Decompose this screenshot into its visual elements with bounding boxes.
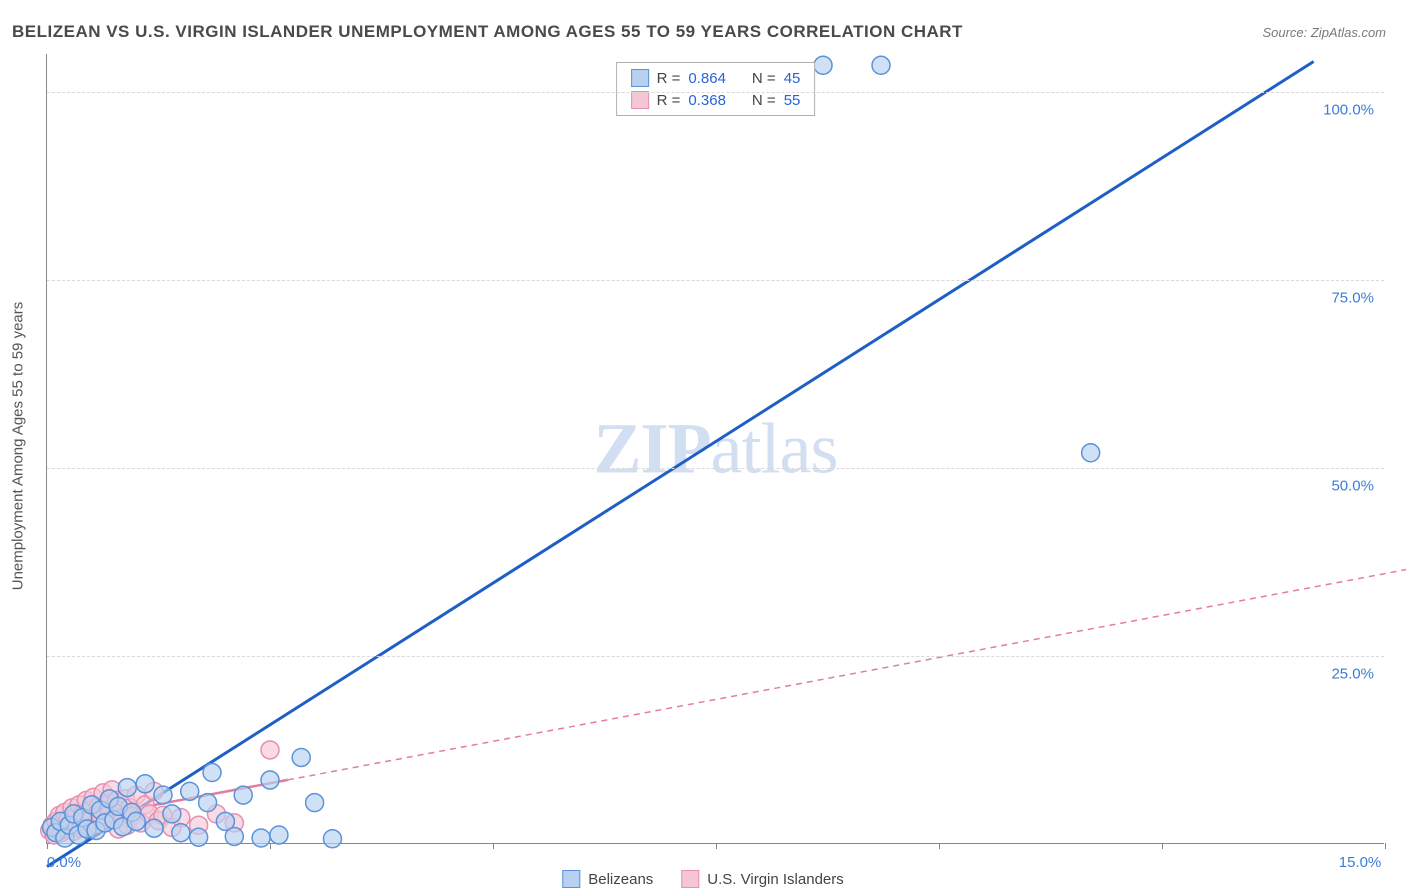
stats-n-label: N = — [752, 70, 776, 87]
x-tick — [493, 843, 494, 849]
y-tick-label: 75.0% — [1331, 289, 1374, 306]
legend-bottom: Belizeans U.S. Virgin Islanders — [562, 870, 844, 888]
source-attribution: Source: ZipAtlas.com — [1262, 25, 1386, 40]
x-tick — [716, 843, 717, 849]
y-axis-label: Unemployment Among Ages 55 to 59 years — [10, 302, 27, 591]
legend-swatch — [562, 870, 580, 888]
stats-swatch — [631, 91, 649, 109]
legend-item: Belizeans — [562, 870, 653, 888]
gridline-h — [47, 92, 1384, 93]
stats-r-value: 0.368 — [688, 92, 726, 109]
y-tick-label: 25.0% — [1331, 665, 1374, 682]
legend-label: U.S. Virgin Islanders — [707, 871, 843, 888]
y-tick-label: 100.0% — [1323, 101, 1374, 118]
gridline-h — [47, 468, 1384, 469]
stats-r-label: R = — [657, 92, 681, 109]
stats-r-value: 0.864 — [688, 70, 726, 87]
gridline-h — [47, 280, 1384, 281]
chart-title: BELIZEAN VS U.S. VIRGIN ISLANDER UNEMPLO… — [12, 22, 963, 42]
stats-swatch — [631, 69, 649, 87]
stats-n-value: 55 — [784, 92, 801, 109]
legend-swatch — [681, 870, 699, 888]
stats-row: R = 0.864 N = 45 — [617, 67, 815, 89]
x-tick — [1162, 843, 1163, 849]
chart-svg — [47, 54, 1384, 843]
stats-n-label: N = — [752, 92, 776, 109]
stats-n-value: 45 — [784, 70, 801, 87]
x-tick — [1385, 843, 1386, 849]
x-tick — [939, 843, 940, 849]
gridline-h — [47, 656, 1384, 657]
legend-item: U.S. Virgin Islanders — [681, 870, 843, 888]
legend-label: Belizeans — [588, 871, 653, 888]
x-tick — [47, 843, 48, 849]
y-tick-label: 50.0% — [1331, 477, 1374, 494]
x-tick-label: 15.0% — [1339, 854, 1382, 871]
plot-area: ZIPatlas R = 0.864 N = 45 R = 0.368 N = … — [46, 54, 1384, 844]
x-tick — [270, 843, 271, 849]
stats-r-label: R = — [657, 70, 681, 87]
stats-box: R = 0.864 N = 45 R = 0.368 N = 55 — [616, 62, 816, 116]
x-tick-label: 0.0% — [47, 854, 81, 871]
